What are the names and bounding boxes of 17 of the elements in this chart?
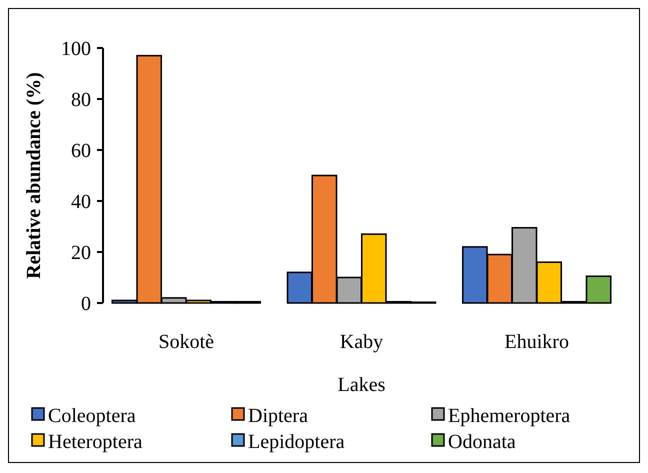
legend-label: Ephemeroptera <box>448 405 570 427</box>
x-tick-label: Ehuikro <box>504 331 569 353</box>
y-tick-label: 60 <box>71 140 91 162</box>
x-tick-label: Sokotè <box>158 331 214 353</box>
x-axis-title: Lakes <box>338 374 386 396</box>
y-tick-label: 40 <box>71 191 91 213</box>
y-axis-title: Relative abundance (%) <box>23 72 45 279</box>
y-tick-label: 0 <box>81 293 91 315</box>
legend-label: Diptera <box>248 405 308 427</box>
legend-label: Coleoptera <box>48 405 136 427</box>
y-tick-label: 20 <box>71 242 91 264</box>
y-tick-label: 100 <box>61 38 91 60</box>
x-tick-label: Kaby <box>340 331 384 353</box>
legend-label: Odonata <box>448 431 516 453</box>
y-tick-label: 80 <box>71 89 91 111</box>
legend-label: Heteroptera <box>48 431 143 453</box>
legend-label: Lepidoptera <box>248 431 345 453</box>
